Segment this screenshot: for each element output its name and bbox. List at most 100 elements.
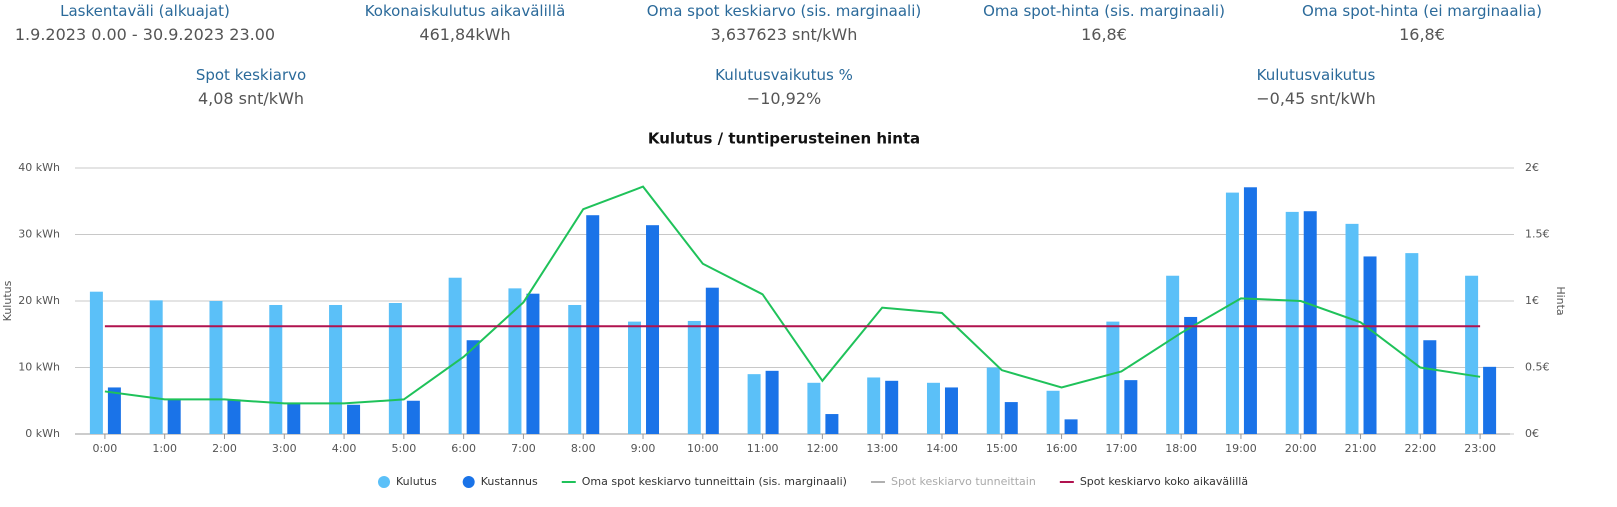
bar [765,370,779,434]
x-tick-label: 5:00 [392,442,417,455]
y-axis-label: Kulutus [1,280,14,321]
bar [1243,187,1257,434]
bar [209,301,223,434]
legend-label: Kulutus [396,475,437,488]
legend-label: Kustannus [481,475,538,488]
stat: Oma spot keskiarvo (sis. marginaali) 3,63… [624,2,944,44]
stat-label: Spot keskiarvo [195,66,307,84]
bar [628,321,642,434]
bar [1345,223,1359,434]
x-tick-label: 15:00 [986,442,1018,455]
stat-value: 16,8€ [1399,25,1445,44]
bar [448,277,462,434]
bar [825,414,839,434]
x-tick-label: 12:00 [807,442,839,455]
stat-value: 16,8€ [1081,25,1127,44]
bar [1225,192,1239,434]
legend-label: Spot keskiarvo tunneittain [891,475,1036,488]
bar [227,399,241,434]
bar [1106,321,1120,434]
stat-value: 3,637623 snt/kWh [710,25,858,44]
y-tick-label: 0 kWh [25,427,60,440]
x-tick-label: 20:00 [1285,442,1317,455]
y-tick-label: 40 kWh [18,161,60,174]
bar [747,374,761,434]
y2-tick-label: 0.5€ [1525,361,1550,374]
bar [1423,340,1437,434]
x-tick-label: 13:00 [866,442,898,455]
chart-title: Kulutus / tuntiperusteinen hinta [648,130,920,148]
bar [1363,256,1377,434]
x-tick-label: 21:00 [1345,442,1377,455]
x-tick-label: 22:00 [1404,442,1436,455]
stat-label: Kulutusvaikutus [1256,66,1376,84]
x-tick-label: 0:00 [93,442,118,455]
bar [885,380,899,434]
bar [1064,419,1078,434]
x-tick-label: 10:00 [687,442,719,455]
stat: Spot keskiarvo 4,08 snt/kWh [91,66,411,108]
x-tick-label: 3:00 [272,442,297,455]
bar [347,404,361,434]
y-tick-label: 30 kWh [18,228,60,241]
y2-tick-label: 1€ [1525,294,1539,307]
bar [807,382,821,434]
stat: Kulutusvaikutus −0,45 snt/kWh [1156,66,1476,108]
bar [526,293,540,434]
line [104,185,1481,405]
bar [926,382,940,434]
stat-label: Laskentaväli (alkuajat) [60,2,230,20]
bar [107,387,121,434]
x-tick-label: 23:00 [1464,442,1496,455]
bar [406,400,420,434]
bar [329,304,343,434]
stat: Kulutusvaikutus % −10,92% [624,66,944,108]
bar [1465,275,1479,434]
stat-label: Oma spot-hinta (ei marginaalia) [1302,2,1542,20]
x-tick-label: 1:00 [152,442,177,455]
bar [149,300,163,434]
stat-value: 461,84kWh [419,25,511,44]
stat: Oma spot-hinta (sis. marginaali) 16,8€ [944,2,1264,44]
x-tick-label: 6:00 [451,442,476,455]
y2-tick-label: 0€ [1525,427,1539,440]
legend-label: Oma spot keskiarvo tunneittain (sis. mar… [582,475,847,488]
x-tick-label: 4:00 [332,442,357,455]
stat-value: 4,08 snt/kWh [197,89,305,108]
bar [867,377,881,434]
stat-label: Kokonaiskulutus aikavälillä [364,2,566,20]
x-tick-label: 7:00 [511,442,536,455]
bar [1303,211,1317,434]
bar [1046,390,1060,434]
bar [1004,402,1018,434]
bar [705,287,719,434]
stat-label: Oma spot-hinta (sis. marginaali) [983,2,1225,20]
x-tick-label: 9:00 [631,442,656,455]
bar [586,215,600,434]
stat: Oma spot-hinta (ei marginaalia) 16,8€ [1262,2,1582,44]
bar [287,403,301,434]
legend-marker [378,476,390,488]
bar [1285,211,1299,434]
stat: Laskentaväli (alkuajat) 1.9.2023 0.00 - 3… [0,2,305,44]
stat-value: −0,45 snt/kWh [1256,89,1376,108]
bar [944,387,958,434]
x-tick-label: 18:00 [1165,442,1197,455]
bar [646,225,660,434]
y2-axis-label: Hinta [1554,286,1567,315]
bar [269,304,283,434]
stat: Kokonaiskulutus aikavälillä 461,84kWh [305,2,625,44]
x-tick-label: 11:00 [747,442,779,455]
bar [388,302,402,434]
bar [89,291,103,434]
x-tick-label: 2:00 [212,442,237,455]
y2-tick-label: 1.5€ [1525,228,1550,241]
y-tick-label: 10 kWh [18,361,60,374]
bar [687,320,701,434]
stat-label: Kulutusvaikutus % [715,66,853,84]
bar [568,304,582,434]
bar [1405,253,1419,434]
bar [1184,316,1198,434]
